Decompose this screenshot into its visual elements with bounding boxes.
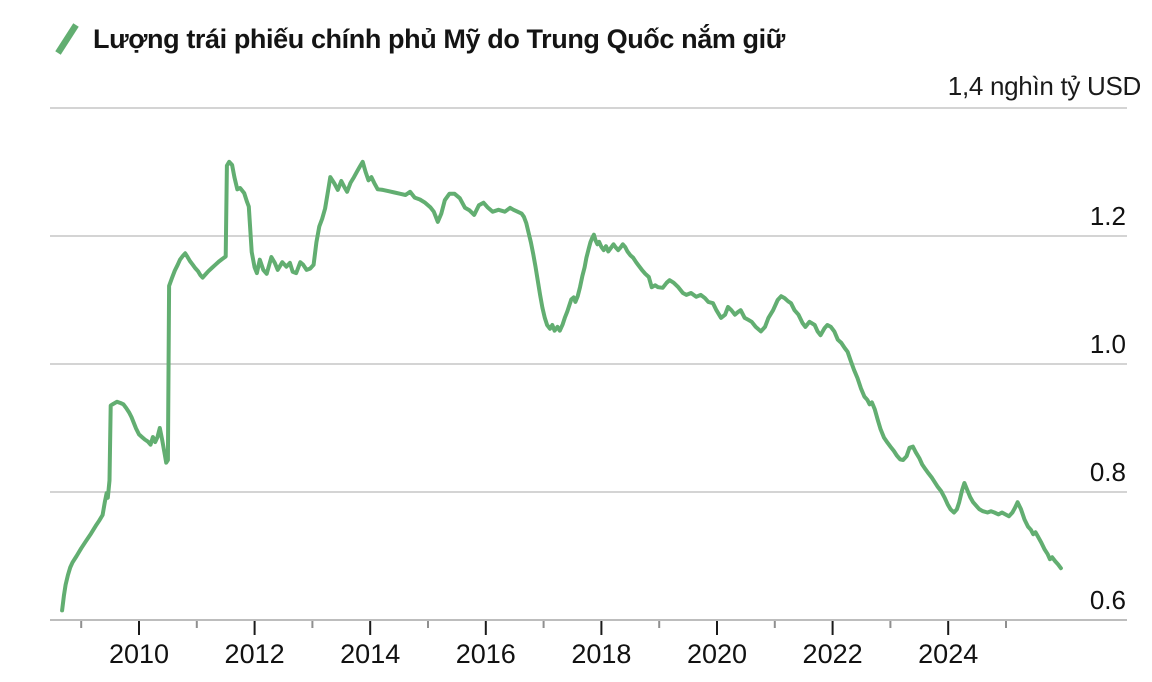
- x-tick-label: 2022: [803, 639, 863, 669]
- x-tick-label: 2016: [456, 639, 516, 669]
- x-tick-label: 2014: [340, 639, 400, 669]
- x-tick-label: 2012: [225, 639, 285, 669]
- y-tick-label: 1.2: [1090, 201, 1126, 231]
- y-axis-unit-label: 1,4 nghìn tỷ USD: [947, 71, 1142, 101]
- legend-line-icon: [55, 23, 79, 55]
- chart-title: Lượng trái phiếu chính phủ Mỹ do Trung Q…: [93, 23, 785, 54]
- x-tick-label: 2020: [687, 639, 747, 669]
- x-tick-label: 2018: [571, 639, 631, 669]
- y-tick-label: 0.8: [1090, 457, 1126, 487]
- series-line-us-treasuries-held-by-china: [60, 159, 1063, 613]
- x-tick-label: 2010: [109, 639, 169, 669]
- y-tick-label: 1.0: [1090, 329, 1126, 359]
- legend: Lượng trái phiếu chính phủ Mỹ do Trung Q…: [54, 22, 785, 56]
- y-tick-label: 0.6: [1090, 585, 1126, 615]
- x-tick-label: 2024: [918, 639, 978, 669]
